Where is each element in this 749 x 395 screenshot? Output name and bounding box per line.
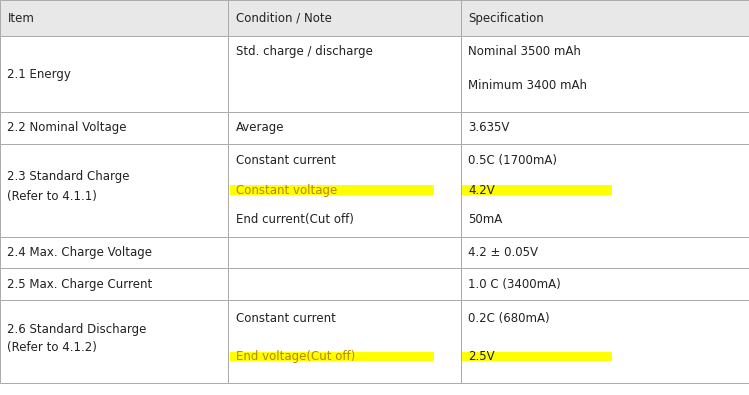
Bar xyxy=(0,237,228,268)
Text: 3.635V: 3.635V xyxy=(468,121,509,134)
Bar xyxy=(228,112,461,144)
Text: Nominal 3500 mAh: Nominal 3500 mAh xyxy=(468,45,581,58)
Text: 2.5V: 2.5V xyxy=(468,350,495,363)
Bar xyxy=(461,36,749,112)
Bar xyxy=(0,36,228,112)
Text: 50mA: 50mA xyxy=(468,213,503,226)
Bar xyxy=(462,352,612,361)
Bar xyxy=(228,268,461,300)
Text: 2.6 Standard Discharge: 2.6 Standard Discharge xyxy=(7,323,147,336)
Text: 2.1 Energy: 2.1 Energy xyxy=(7,68,71,81)
Bar xyxy=(462,185,612,196)
Bar xyxy=(228,144,461,237)
Text: Specification: Specification xyxy=(468,11,544,24)
Text: Minimum 3400 mAh: Minimum 3400 mAh xyxy=(468,79,587,92)
Bar xyxy=(461,0,749,36)
Bar xyxy=(228,36,461,112)
Text: Constant current: Constant current xyxy=(236,312,336,325)
Text: 0.5C (1700mA): 0.5C (1700mA) xyxy=(468,154,557,167)
Text: 2.5 Max. Charge Current: 2.5 Max. Charge Current xyxy=(7,278,153,291)
Bar xyxy=(230,352,434,361)
Bar xyxy=(0,0,228,36)
Bar xyxy=(461,268,749,300)
Bar xyxy=(461,237,749,268)
Text: 4.2 ± 0.05V: 4.2 ± 0.05V xyxy=(468,246,538,259)
Text: End current(Cut off): End current(Cut off) xyxy=(236,213,354,226)
Text: Std. charge / discharge: Std. charge / discharge xyxy=(236,45,373,58)
Text: Average: Average xyxy=(236,121,285,134)
Text: 1.0 C (3400mA): 1.0 C (3400mA) xyxy=(468,278,561,291)
Text: Item: Item xyxy=(7,11,34,24)
Bar xyxy=(0,144,228,237)
Text: 2.4 Max. Charge Voltage: 2.4 Max. Charge Voltage xyxy=(7,246,153,259)
Bar xyxy=(0,112,228,144)
Bar xyxy=(0,268,228,300)
Bar xyxy=(0,300,228,383)
Text: 2.3 Standard Charge: 2.3 Standard Charge xyxy=(7,170,130,182)
Bar xyxy=(461,300,749,383)
Text: Constant current: Constant current xyxy=(236,154,336,167)
Bar xyxy=(461,112,749,144)
Text: (Refer to 4.1.2): (Refer to 4.1.2) xyxy=(7,341,97,354)
Bar xyxy=(228,0,461,36)
Bar xyxy=(228,237,461,268)
Text: 0.2C (680mA): 0.2C (680mA) xyxy=(468,312,550,325)
Bar xyxy=(461,144,749,237)
Text: 4.2V: 4.2V xyxy=(468,184,495,197)
Text: Constant voltage: Constant voltage xyxy=(236,184,337,197)
Text: (Refer to 4.1.1): (Refer to 4.1.1) xyxy=(7,190,97,203)
Bar xyxy=(228,300,461,383)
Text: Condition / Note: Condition / Note xyxy=(236,11,332,24)
Text: 2.2 Nominal Voltage: 2.2 Nominal Voltage xyxy=(7,121,127,134)
Bar xyxy=(230,185,434,196)
Text: End voltage(Cut off): End voltage(Cut off) xyxy=(236,350,355,363)
